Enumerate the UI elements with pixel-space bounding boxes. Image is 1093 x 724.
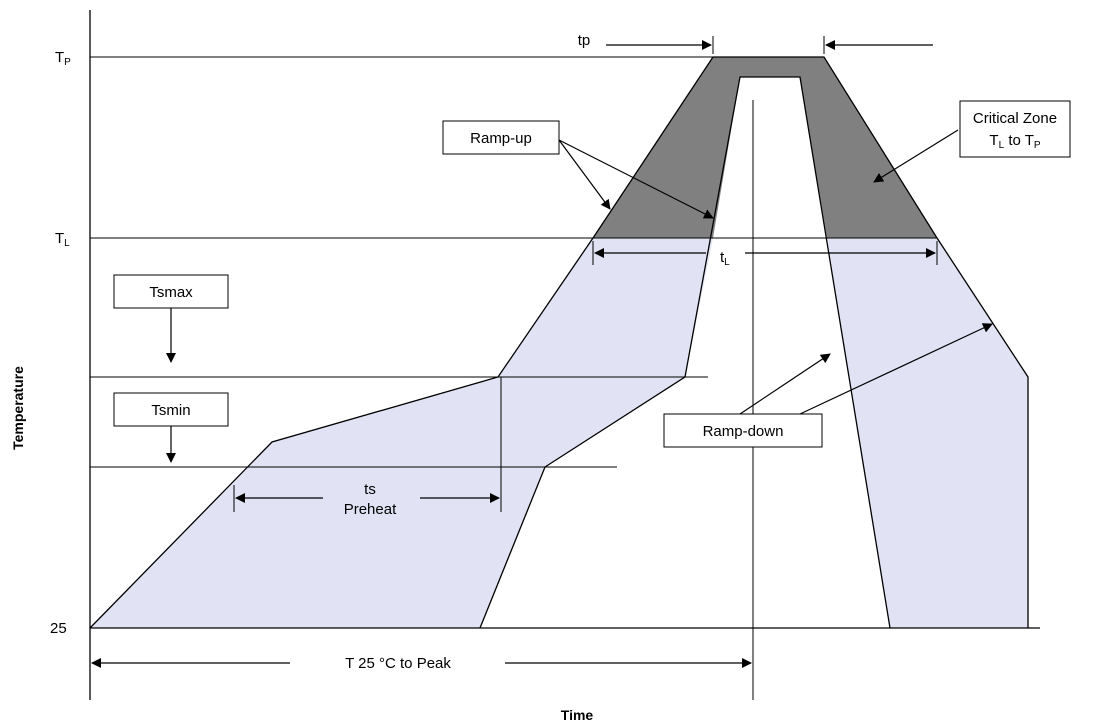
ts-label: ts bbox=[364, 481, 376, 498]
preheat-label: Preheat bbox=[344, 501, 397, 518]
ramp-up-label: Ramp-up bbox=[470, 130, 532, 147]
tp-label: tp bbox=[578, 32, 591, 49]
y-tick-tl: TL bbox=[55, 230, 70, 249]
t25-to-peak-label: T 25 °C to Peak bbox=[345, 655, 451, 672]
profile-outline-inner bbox=[479, 76, 891, 629]
critical-zone-label-2: TL to TP bbox=[989, 132, 1040, 151]
tl-label: tL bbox=[720, 249, 730, 268]
critical-zone-arrow bbox=[873, 129, 959, 183]
tsmin-box bbox=[113, 392, 229, 427]
y-axis-title: Temperature bbox=[10, 366, 26, 450]
y-tick-tp: TP bbox=[55, 49, 71, 68]
preheat-region-right bbox=[827, 238, 1028, 628]
tsmin-label: Tsmin bbox=[151, 402, 190, 419]
y-tick-25: 25 bbox=[50, 620, 67, 637]
critical-zone-box bbox=[959, 100, 1071, 158]
ramp-up-arrow-2 bbox=[558, 139, 714, 219]
ramp-down-box bbox=[663, 413, 823, 448]
ramp-up-arrow-1 bbox=[558, 139, 611, 210]
critical-zone-region bbox=[593, 57, 937, 238]
critical-zone-label-1: Critical Zone bbox=[973, 110, 1057, 127]
x-axis-title: Time bbox=[561, 707, 594, 723]
ramp-up-box bbox=[442, 120, 560, 155]
ramp-down-arrow-2 bbox=[799, 323, 993, 415]
ramp-down-arrow-1 bbox=[739, 353, 831, 415]
tsmax-label: Tsmax bbox=[149, 284, 193, 301]
preheat-region-left bbox=[90, 238, 713, 628]
ramp-down-label: Ramp-down bbox=[703, 423, 784, 440]
